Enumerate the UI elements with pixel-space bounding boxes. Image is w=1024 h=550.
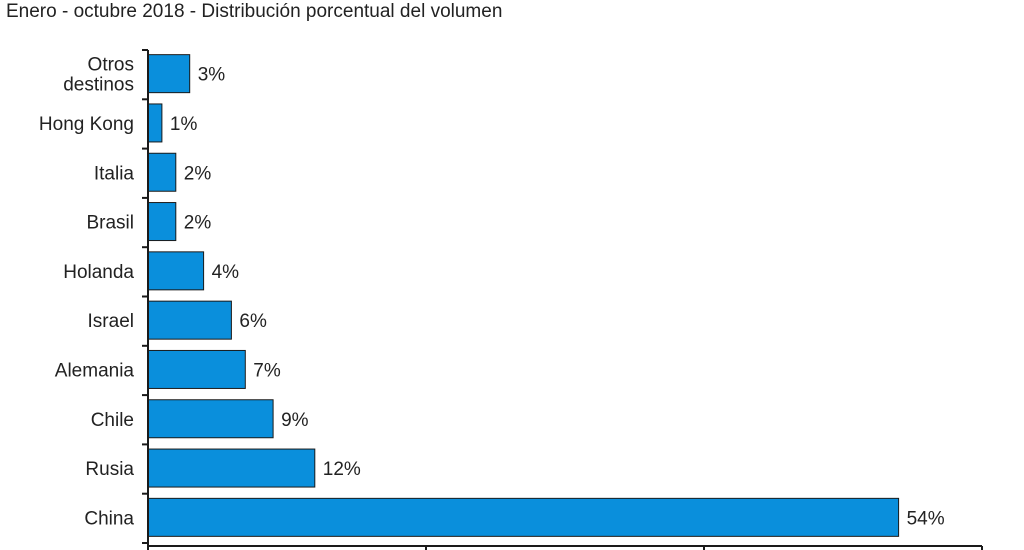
- bar-hong-kong: [147, 103, 163, 143]
- data-label-israel: 6%: [239, 311, 267, 332]
- data-label-rusia: 12%: [323, 459, 361, 480]
- category-label-alemania: Alemania: [55, 360, 135, 381]
- labels-layer: 3% Otros destinos 1% Hong Kong 2% Italia 2% Bras…: [39, 55, 945, 530]
- data-label-hong-kong: 1%: [170, 114, 198, 135]
- category-label-italia: Italia: [94, 163, 135, 184]
- data-label-otros-destinos: 3%: [198, 65, 226, 86]
- chart-title: Enero - octubre 2018 - Distribución porc…: [6, 1, 503, 22]
- data-label-alemania: 7%: [253, 360, 281, 381]
- category-label-otros-destinos: Otros destinos: [63, 55, 134, 96]
- category-label-brasil: Brasil: [86, 213, 134, 234]
- bar-rusia: [147, 448, 316, 488]
- axis-layer: [142, 49, 983, 550]
- data-label-china: 54%: [907, 508, 945, 529]
- bar-brasil: [147, 202, 177, 242]
- category-label-holanda: Holanda: [63, 262, 134, 283]
- category-label-chile: Chile: [91, 410, 134, 431]
- bar-italia: [147, 152, 177, 192]
- bar-alemania: [147, 349, 246, 389]
- bar-chile: [147, 399, 274, 439]
- bar-china: [147, 497, 900, 537]
- bar-holanda: [147, 251, 205, 291]
- category-label-china: China: [84, 508, 134, 529]
- bar-otros-destinos: [147, 54, 191, 94]
- category-label-hong-kong: Hong Kong: [39, 114, 134, 135]
- data-label-brasil: 2%: [184, 213, 212, 234]
- data-label-chile: 9%: [281, 410, 309, 431]
- bar-israel: [147, 300, 232, 340]
- category-label-israel: Israel: [88, 311, 134, 332]
- bars-layer: [147, 54, 900, 537]
- data-label-italia: 2%: [184, 163, 212, 184]
- data-label-holanda: 4%: [212, 262, 240, 283]
- category-label-rusia: Rusia: [85, 459, 134, 480]
